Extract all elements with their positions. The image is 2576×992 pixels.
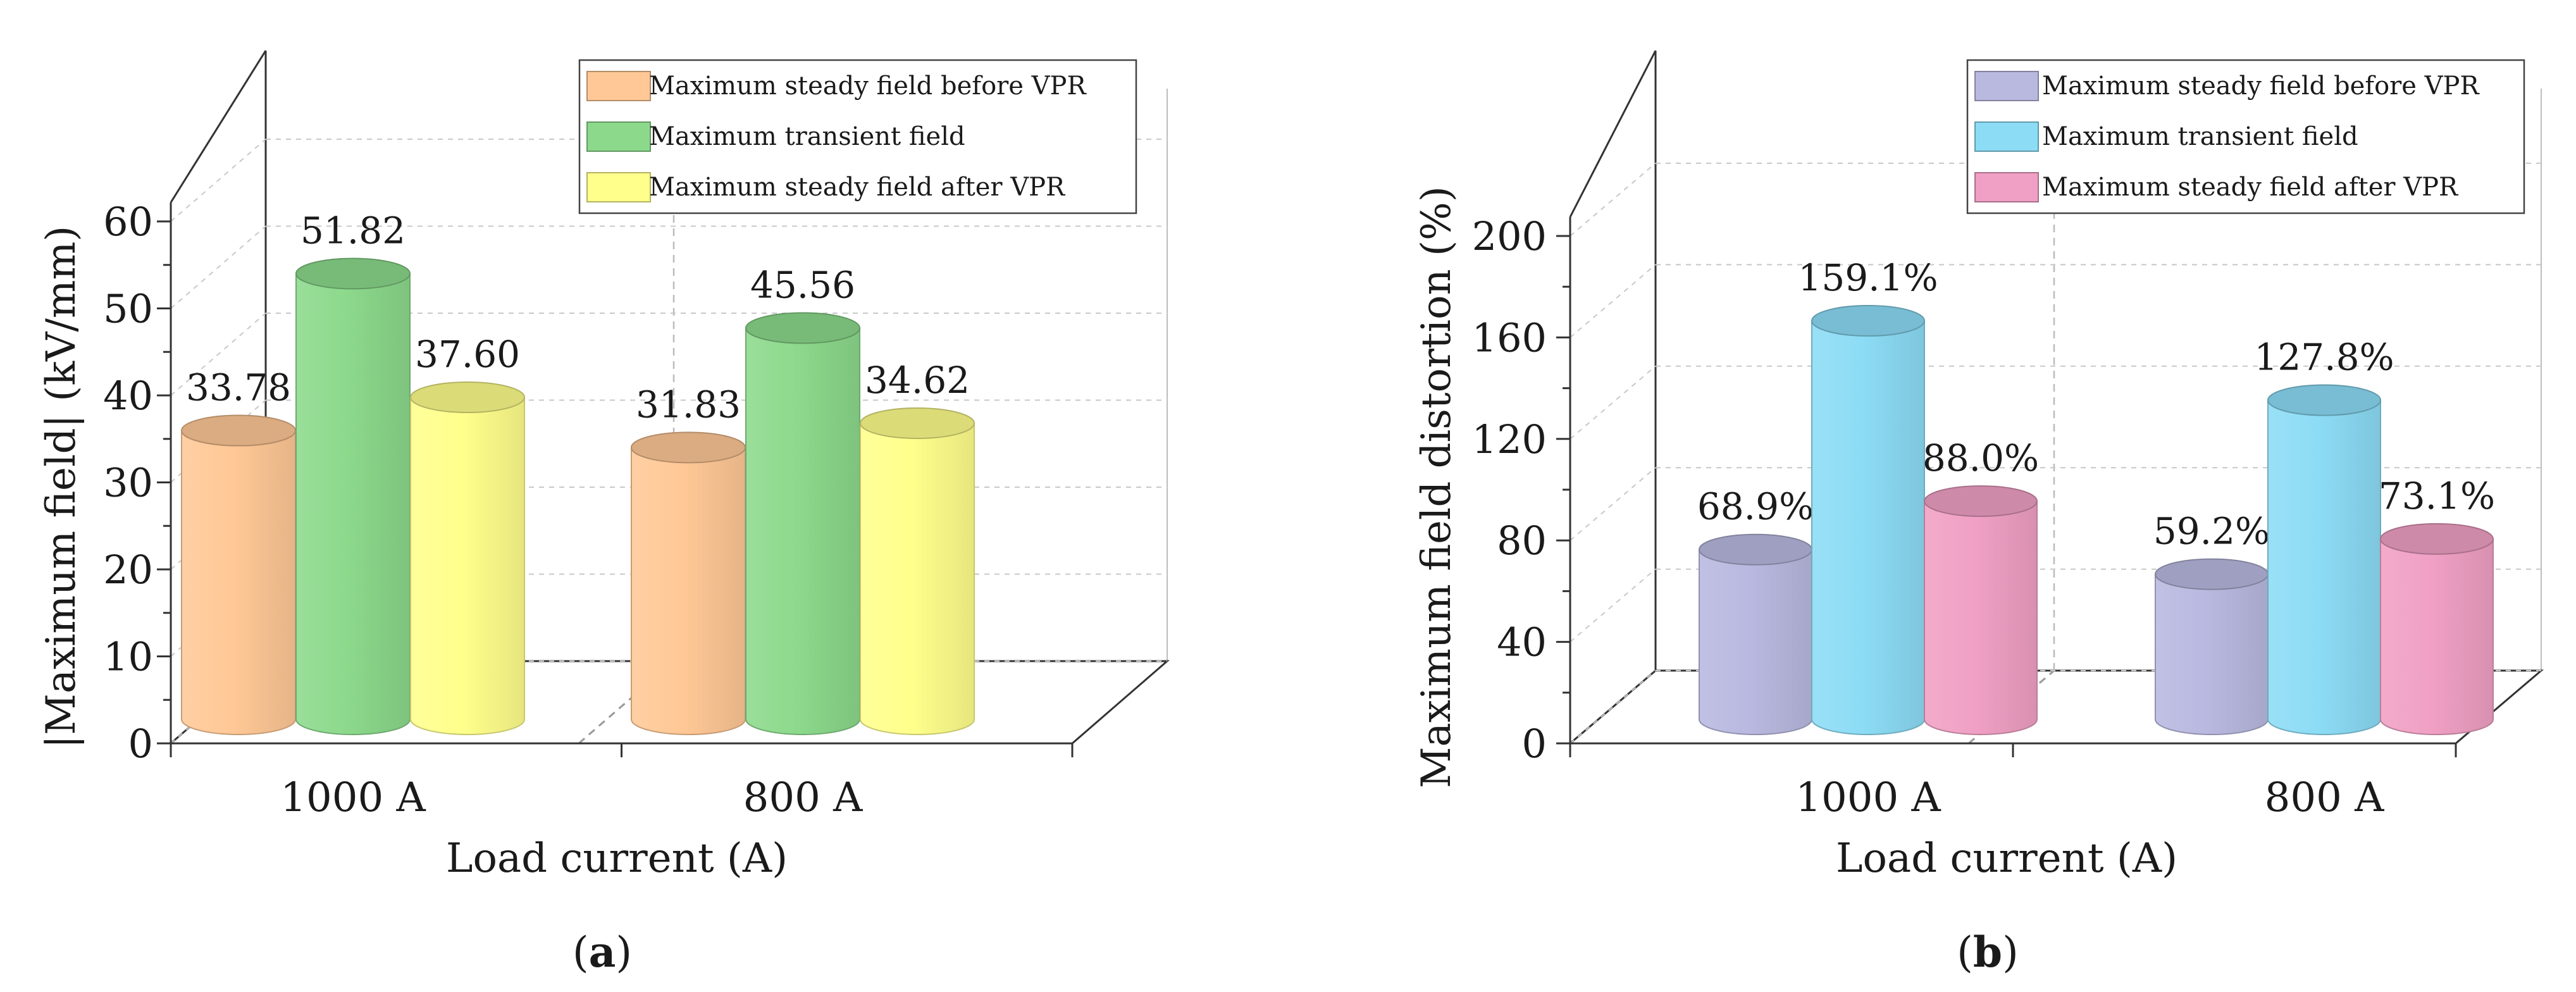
- data-label: 31.83: [636, 383, 741, 426]
- legend-swatch: [586, 121, 651, 152]
- legend-swatch: [586, 172, 651, 202]
- legend-swatch: [1974, 172, 2039, 202]
- bar-transient-0: [295, 257, 411, 735]
- bar-body: [745, 327, 860, 735]
- legend-box: [578, 59, 1137, 214]
- bar-after-1: [860, 407, 975, 735]
- x-category-label: 800 A: [2265, 774, 2385, 821]
- legend-swatch: [1974, 121, 2039, 152]
- bar-body: [295, 273, 411, 735]
- back-wall-top-edge: [1569, 50, 1657, 218]
- bar-top-cap: [1699, 533, 1812, 566]
- data-label: 159.1%: [1798, 256, 1938, 299]
- bar-top-cap: [1811, 305, 1925, 337]
- bar-top-cap: [2155, 558, 2269, 590]
- bar-body: [2380, 538, 2494, 735]
- y-tick-label: 160: [1472, 314, 1547, 361]
- bar-transient_b-1: [2267, 384, 2381, 735]
- data-label: 127.8%: [2254, 336, 2394, 379]
- legend-entry: Maximum steady field after VPR: [2042, 173, 2459, 202]
- y-tick-label: 10: [103, 634, 153, 680]
- data-label: 37.60: [415, 333, 520, 376]
- grid-depth-line: [170, 139, 266, 222]
- x-category-label: 1000 A: [1795, 774, 1941, 821]
- panel-label: (a): [573, 927, 632, 977]
- back-wall-top-edge: [170, 50, 267, 203]
- y-tick-label: 200: [1472, 213, 1547, 259]
- grid-depth-line: [1570, 366, 1656, 440]
- data-label: 73.1%: [2379, 474, 2495, 518]
- bar-after_b-1: [2380, 523, 2494, 735]
- grid-depth-line: [1570, 163, 1656, 237]
- y-tick-label: 120: [1472, 416, 1547, 462]
- bar-before-0: [181, 414, 296, 735]
- chart-panel-b: 0 40 80 120 160 200 1000 A 800 A Load current (A…: [1413, 50, 2544, 977]
- bar-top-cap: [2380, 523, 2494, 555]
- grid-depth-line: [170, 225, 266, 309]
- bar-top-cap: [2267, 384, 2381, 416]
- y-tick-label: 30: [103, 460, 153, 506]
- bar-transient-1: [745, 312, 860, 735]
- bar-body: [1924, 500, 2038, 735]
- y-tick-label: 0: [128, 721, 153, 767]
- bar-body: [860, 422, 975, 735]
- bar-before-1: [631, 431, 746, 735]
- legend-box: [1966, 59, 2525, 214]
- legend-swatch: [586, 71, 651, 101]
- bar-top-cap: [631, 431, 746, 464]
- data-label: 33.78: [186, 366, 291, 409]
- data-label: 59.2%: [2153, 510, 2270, 553]
- y-tick-label: 20: [103, 547, 153, 593]
- x-category-label: 1000 A: [280, 774, 426, 821]
- data-label: 34.62: [865, 359, 970, 402]
- x-axis-title: Load current (A): [1836, 835, 2177, 882]
- bar-body: [1699, 549, 1812, 735]
- legend-entry: Maximum steady field before VPR: [2042, 71, 2480, 101]
- bar-after_b-0: [1924, 485, 2038, 735]
- legend-swatch: [1974, 71, 2039, 101]
- bar-body: [2155, 573, 2269, 735]
- bar-before_b-0: [1699, 533, 1812, 735]
- legend-entry: Maximum steady field before VPR: [649, 71, 1087, 101]
- grid-depth-line: [1570, 670, 1656, 744]
- bar-top-cap: [745, 312, 860, 344]
- legend-entry: Maximum transient field: [649, 122, 965, 151]
- bar-body: [410, 397, 525, 735]
- y-tick-label: 80: [1497, 518, 1547, 564]
- legend-entry: Maximum steady field after VPR: [649, 173, 1066, 202]
- data-label: 88.0%: [1923, 437, 2039, 480]
- grid-depth-line: [1570, 467, 1656, 541]
- y-tick-label: 40: [1497, 619, 1547, 666]
- x-axis-title: Load current (A): [446, 835, 788, 882]
- grid-depth-line: [170, 313, 266, 396]
- y-tick-label: 60: [103, 199, 153, 245]
- chart-panel-a: 0 10 20 30 40 50 60 1000 A 800 A Load current (A)…: [38, 50, 1170, 977]
- legend-entry: Maximum transient field: [2042, 122, 2358, 151]
- bar-body: [1811, 320, 1925, 735]
- y-tick-label: 0: [1522, 721, 1547, 767]
- bar-top-cap: [295, 257, 411, 290]
- bar-top-cap: [181, 414, 296, 447]
- y-tick-label: 50: [103, 286, 153, 332]
- bar-before_b-1: [2155, 558, 2269, 735]
- data-label: 45.56: [750, 264, 855, 307]
- bar-after-0: [410, 381, 525, 735]
- grid-depth-line: [1570, 568, 1656, 643]
- y-axis-title: |Maximum field| (kV/mm): [38, 226, 85, 749]
- data-label: 68.9%: [1697, 485, 1814, 528]
- y-tick-label: 40: [103, 373, 153, 419]
- bar-body: [181, 430, 296, 735]
- panel-label: (b): [1957, 927, 2019, 977]
- grid-depth-line: [1570, 264, 1656, 338]
- x-category-label: 800 A: [743, 774, 864, 821]
- bar-body: [631, 447, 746, 735]
- y-axis-title: Maximum field distortion (%): [1413, 186, 1460, 788]
- bar-top-cap: [1924, 485, 2038, 518]
- bar-transient_b-0: [1811, 305, 1925, 735]
- data-label: 51.82: [300, 209, 406, 252]
- bar-body: [2267, 399, 2381, 735]
- bar-top-cap: [410, 381, 525, 413]
- bar-top-cap: [860, 407, 975, 439]
